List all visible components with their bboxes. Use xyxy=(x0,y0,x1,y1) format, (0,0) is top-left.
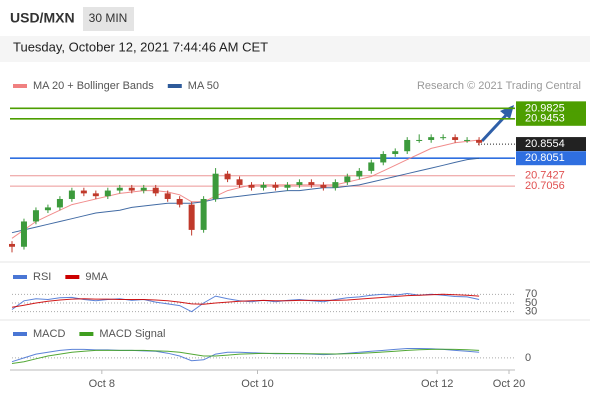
level-label: 20.8051 xyxy=(525,152,565,164)
candle-body xyxy=(236,179,243,185)
level-box xyxy=(516,151,586,166)
candle-body xyxy=(464,139,471,141)
y-tick-label: 70 xyxy=(525,288,537,300)
y-tick-label: 0 xyxy=(525,352,531,364)
candle-body xyxy=(224,173,231,180)
legend-label: MA 50 xyxy=(188,80,219,92)
candle-body xyxy=(56,198,63,208)
candle-body xyxy=(116,187,123,191)
candle-body xyxy=(368,162,375,171)
candle-body xyxy=(320,184,327,188)
series-line xyxy=(11,139,480,239)
legend-swatch xyxy=(13,275,27,279)
candle-body xyxy=(428,137,435,140)
candle-body xyxy=(104,190,111,197)
level-label: 20.8554 xyxy=(525,138,565,150)
level-box xyxy=(516,111,586,126)
candle-body xyxy=(44,207,51,211)
series-line xyxy=(11,293,480,308)
candle-body xyxy=(68,190,75,199)
legend-swatch xyxy=(13,84,27,88)
candle-body xyxy=(152,187,159,194)
candle-body xyxy=(200,198,207,230)
series-line xyxy=(11,157,480,234)
candle-body xyxy=(296,182,303,185)
candle-body xyxy=(9,243,15,247)
interval: 30 MIN xyxy=(89,11,128,25)
candle-body xyxy=(212,173,219,199)
candle-body xyxy=(476,139,483,143)
candle-body xyxy=(284,184,291,188)
level-label: 20.7056 xyxy=(525,180,565,192)
timestamp: Tuesday, October 12, 2021 7:44:46 AM CET xyxy=(13,39,268,54)
x-tick-label: Oct 12 xyxy=(421,378,453,390)
candle-body xyxy=(176,198,183,205)
credit: Research © 2021 Trading Central xyxy=(417,80,581,92)
series-line xyxy=(11,348,480,364)
level-label: 20.7427 xyxy=(525,170,565,182)
date-bar xyxy=(0,36,590,62)
legend-swatch xyxy=(65,275,80,279)
candle-body xyxy=(164,193,171,199)
candle-body xyxy=(440,137,447,139)
candle-body xyxy=(392,151,399,155)
candle-body xyxy=(332,182,339,188)
x-tick-label: Oct 20 xyxy=(493,378,525,390)
candle-body xyxy=(404,139,411,152)
y-tick-label: 50 xyxy=(525,297,537,309)
interval-box xyxy=(83,7,134,31)
symbol: USD/MXN xyxy=(10,10,75,26)
candle-body xyxy=(128,187,135,191)
candle-body xyxy=(416,139,423,141)
x-tick-label: Oct 10 xyxy=(241,378,273,390)
legend-label: RSI xyxy=(33,271,51,283)
candle-body xyxy=(452,137,459,140)
candle-body xyxy=(140,187,147,191)
legend-swatch xyxy=(79,332,94,336)
candle-body xyxy=(260,184,267,188)
y-tick-label: 30 xyxy=(525,306,537,318)
series-line xyxy=(11,348,480,363)
x-tick-label: Oct 8 xyxy=(89,378,115,390)
legend-label: MACD Signal xyxy=(99,328,165,340)
level-label: 20.9453 xyxy=(525,113,565,125)
legend-label: MACD xyxy=(33,328,65,340)
level-box xyxy=(516,137,586,152)
legend-swatch xyxy=(13,332,27,336)
candle-body xyxy=(248,184,255,188)
candle-body xyxy=(380,154,387,163)
candle-body xyxy=(272,184,279,188)
legend-label: MA 20 + Bollinger Bands xyxy=(33,80,154,92)
forecast-arrow xyxy=(480,110,511,143)
candle-body xyxy=(188,204,195,230)
candle-body xyxy=(20,221,27,247)
candle-body xyxy=(344,176,351,183)
candle-body xyxy=(308,182,315,185)
level-label: 20.9825 xyxy=(525,102,565,114)
legend-swatch xyxy=(167,84,182,88)
candle-body xyxy=(356,170,363,177)
candle-body xyxy=(32,210,39,222)
legend-label: 9MA xyxy=(85,271,108,283)
candle-body xyxy=(92,193,99,197)
candle-body xyxy=(80,190,87,194)
